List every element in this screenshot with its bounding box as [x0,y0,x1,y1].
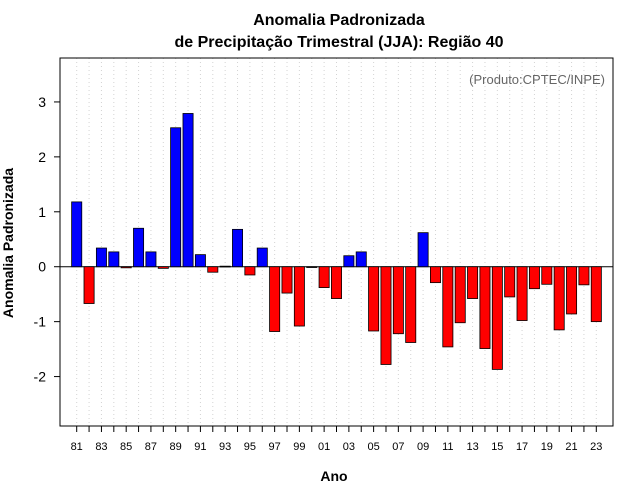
bar-2023 [590,266,602,323]
x-axis-label: Ano [320,468,347,484]
x-axis: 81 83 85 87 89 91 93 95 97 99 01 03 05 07 09 11 13 15 17 19… [71,426,602,453]
x-tick-label: 03 [343,441,355,453]
bar-1988 [157,266,169,269]
bar-1984 [108,251,120,268]
bar-2007 [392,266,404,335]
bar-2000 [306,266,318,268]
y-tick-label: -2 [34,369,47,385]
bar-1983 [95,247,107,268]
bars-group [71,113,602,370]
bar-1999 [293,266,305,327]
bar-2017 [516,266,528,321]
x-tick-label: 17 [516,441,528,453]
bar-1982 [83,266,95,304]
x-tick-label: 23 [590,441,602,453]
bar-2021 [566,266,578,315]
bar-2003 [343,255,355,268]
x-tick-label: 91 [194,441,206,453]
bar-1991 [194,254,206,268]
x-tick-label: 83 [95,441,107,453]
x-tick-label: 15 [491,441,503,453]
chart-subtitle: de Precipitação Trimestral (JJA): Região… [174,34,503,51]
bar-1987 [145,251,157,268]
bar-1990 [182,113,194,268]
bar-1995 [244,266,256,276]
bar-2004 [355,251,367,268]
x-tick-label: 97 [269,441,281,453]
bar-2018 [528,266,540,290]
x-tick-label: 87 [145,441,157,453]
x-tick-label: 05 [367,441,379,453]
bar-2001 [318,266,330,288]
x-tick-label: 89 [170,441,182,453]
bar-1998 [281,266,293,294]
bar-2016 [504,266,516,298]
bar-1985 [120,266,132,269]
bar-2011 [442,266,454,348]
y-tick-label: 2 [38,149,46,165]
y-tick-label: -1 [34,314,47,330]
x-tick-label: 95 [244,441,256,453]
bar-1997 [269,266,281,332]
bar-1986 [133,227,145,268]
bar-2022 [578,266,590,286]
x-tick-label: 21 [565,441,577,453]
x-tick-label: 07 [392,441,404,453]
chart-title: Anomalia Padronizada [253,12,425,29]
x-tick-label: 01 [318,441,330,453]
x-tick-label: 99 [293,441,305,453]
bar-2019 [541,266,553,285]
x-tick-label: 11 [442,441,453,453]
y-tick-label: 3 [38,94,46,110]
bar-2020 [553,266,565,331]
bar-2010 [429,266,441,284]
bar-1992 [207,266,219,273]
bar-2006 [380,266,392,365]
y-tick-label: 0 [38,259,46,275]
x-tick-label: 09 [417,441,429,453]
bar-2013 [467,266,479,299]
bar-1989 [170,127,182,268]
x-tick-label: 19 [541,441,553,453]
x-tick-label: 13 [466,441,478,453]
x-tick-label: 85 [120,441,132,453]
bar-1993 [219,265,231,268]
bar-2008 [405,266,417,343]
bar-2014 [479,266,491,349]
x-tick-label: 93 [219,441,231,453]
y-axis-label: Anomalia Padronizada [0,168,16,318]
x-tick-label: 81 [71,441,83,453]
bar-2009 [417,232,429,268]
y-tick-label: 1 [38,204,46,220]
bar-2002 [331,266,342,299]
grid-lines [76,58,597,426]
y-axis: -2 -1 0 1 2 3 [34,94,60,385]
bar-1996 [256,247,268,268]
bar-2012 [454,266,466,324]
bar-2015 [491,266,503,370]
credit-text: (Produto:CPTEC/INPE) [469,72,605,87]
bar-2005 [368,266,380,332]
bar-1994 [232,228,244,268]
bar-1981 [71,201,83,268]
